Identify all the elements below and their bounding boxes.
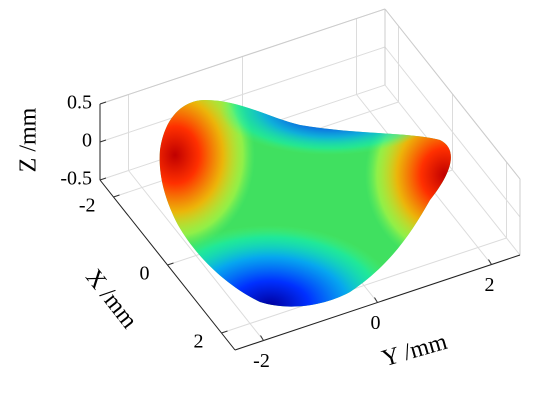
grid-line	[99, 46, 386, 143]
z-axis-label: Z /mm	[16, 107, 42, 172]
tick-mark	[260, 335, 264, 341]
tick-mark	[167, 262, 174, 266]
tick-mark	[99, 139, 107, 143]
x-axis-label: X /mm	[80, 265, 142, 334]
y-axis-label: Y /mm	[379, 329, 450, 372]
z-tick-label: -0.5	[60, 168, 92, 190]
x-tick-label: 2	[194, 331, 204, 353]
y-tick-label: 2	[485, 274, 495, 296]
box-edge	[99, 8, 386, 105]
box-edge	[384, 8, 521, 180]
surface-low	[159, 225, 400, 307]
surface-low	[220, 100, 440, 155]
tick-mark	[488, 259, 492, 265]
surface-high	[159, 100, 255, 250]
surface	[159, 100, 451, 307]
x-tick-label: -2	[79, 195, 96, 217]
tick-mark	[113, 194, 120, 198]
grid-line	[128, 170, 264, 341]
tick-mark	[99, 101, 107, 105]
grid-line	[384, 84, 521, 256]
tick-mark	[374, 297, 378, 303]
axes-box	[99, 8, 521, 351]
x-tick-label: 0	[140, 263, 150, 285]
y-tick-label: -2	[253, 350, 270, 372]
y-tick-label: 0	[371, 312, 381, 334]
grid-line	[384, 46, 521, 218]
z-tick-label: 0.5	[67, 92, 92, 114]
tick-mark	[221, 330, 228, 334]
tick-labels: -2 0 2 -2 0 2 -0.5 0 0.5	[60, 92, 494, 373]
tick-mark	[99, 177, 107, 181]
surface-high	[365, 100, 451, 265]
z-tick-label: 0	[82, 130, 92, 152]
